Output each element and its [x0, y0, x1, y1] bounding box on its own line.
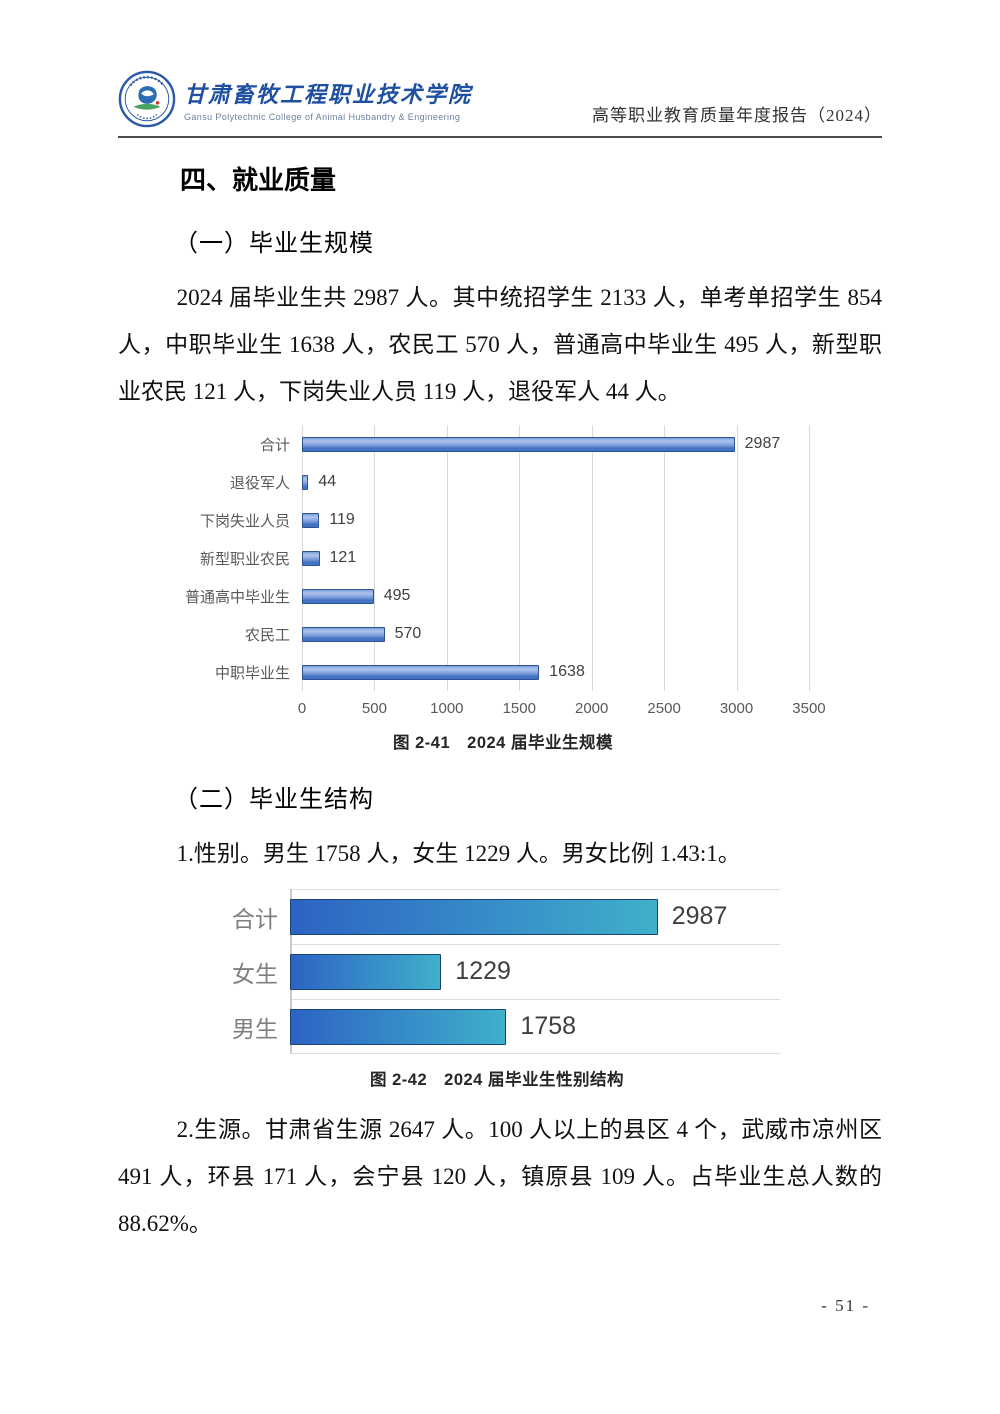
bar-value-label: 1638 [549, 663, 585, 680]
chart-graduate-scale: 合计 2987 退役军人 44 下岗失业人员 119 新型职业农民 121 普通高中毕业生 495… [184, 425, 826, 753]
category-label: 男生 [232, 1016, 278, 1042]
gridline [736, 425, 738, 691]
college-name-block: 甘肃畜牧工程职业技术学院 Gansu Polytechnic College o… [184, 77, 472, 122]
chart-plot-area: 合计 2987 女生 1229 男生 1758 [214, 889, 780, 1054]
bar-track: 121 [302, 539, 822, 577]
subsection-1-title: （一）毕业生规模 [174, 231, 374, 257]
category-label: 退役军人 [229, 474, 290, 492]
category-label: 合计 [259, 436, 290, 454]
bar-value-label: 121 [329, 549, 357, 566]
bar [290, 1008, 507, 1045]
bar-track: 2987 [290, 889, 780, 944]
bar-value-label: 570 [394, 625, 422, 642]
report-title: 高等职业教育质量年度报告（2024） [592, 106, 882, 125]
bar [290, 898, 658, 935]
bar-value-label: 495 [383, 587, 411, 604]
chart-gender-structure: 合计 2987 女生 1229 男生 1758 图 2-42 2024 届毕业生性别结构 [214, 889, 780, 1090]
bar [302, 512, 320, 528]
paragraph-gender: 1.性别。男生 1758 人，女生 1229 人。男女比例 1.43:1。 [176, 841, 741, 866]
chart-row: 合计 2987 [184, 425, 822, 463]
chart-row: 普通高中毕业生 495 [184, 577, 822, 615]
chart-row: 下岗失业人员 119 [184, 501, 822, 539]
paragraph-origin: 2.生源。甘肃省生源 2647 人。100 人以上的县区 4 个，武威市凉州区 … [118, 1117, 882, 1236]
chart-row: 女生 1229 [214, 944, 780, 999]
page-header: 甘肃畜牧工程职业技术学院 Gansu Polytechnic College o… [118, 0, 882, 138]
bar [302, 588, 374, 604]
college-name-en: Gansu Polytechnic College of Animal Husb… [184, 111, 461, 122]
bar-track: 1758 [290, 999, 780, 1054]
college-name-zh: 甘肃畜牧工程职业技术学院 [184, 81, 473, 107]
bar [302, 436, 735, 452]
gridline [591, 425, 593, 691]
bar [302, 550, 320, 566]
bar-value-label: 2987 [671, 902, 728, 930]
chart-plot-area: 合计 2987 退役军人 44 下岗失业人员 119 新型职业农民 121 普通高中毕业生 495… [184, 425, 822, 691]
chart-2-caption: 图 2-42 2024 届毕业生性别结构 [370, 1071, 624, 1089]
gridline [519, 425, 521, 691]
bar-track: 1229 [290, 944, 780, 999]
subsection-2-title: （二）毕业生结构 [174, 787, 374, 813]
category-label: 下岗失业人员 [199, 512, 290, 530]
page-number: - 51 - [821, 1296, 870, 1315]
bar-value-label: 2987 [744, 435, 781, 452]
x-tick-label: 2000 [575, 700, 609, 717]
x-tick-label: 3000 [719, 700, 754, 717]
bar [290, 953, 442, 990]
chart-row: 男生 1758 [214, 999, 780, 1054]
bar-track: 1638 [302, 653, 822, 691]
x-tick-label: 2500 [647, 700, 681, 717]
bar [302, 664, 540, 680]
bar-track: 570 [302, 615, 822, 653]
bar-track: 495 [302, 577, 822, 615]
bar-track: 2987 [302, 425, 822, 463]
bar [302, 626, 385, 642]
chart-row: 新型职业农民 121 [184, 539, 822, 577]
gridline [664, 425, 666, 691]
category-label: 农民工 [244, 626, 290, 644]
chart-1-caption: 图 2-41 2024 届毕业生规模 [393, 734, 613, 752]
gridline [808, 425, 810, 691]
chart-row: 农民工 570 [184, 615, 822, 653]
college-emblem-icon [118, 70, 176, 128]
bar [302, 474, 309, 490]
section-title: 四、就业质量 [180, 165, 337, 195]
category-label: 普通高中毕业生 [184, 588, 290, 606]
bar-value-label: 1229 [455, 957, 511, 985]
chart-row: 合计 2987 [214, 889, 780, 944]
category-label: 中职毕业生 [214, 664, 290, 682]
x-tick-label: 500 [361, 700, 387, 717]
x-tick-label: 0 [297, 700, 307, 717]
category-label: 合计 [232, 906, 278, 932]
chart-row: 退役军人 44 [184, 463, 822, 501]
bar-value-label: 119 [329, 511, 355, 528]
x-tick-label: 3500 [792, 700, 826, 717]
chart-row: 中职毕业生 1638 [184, 653, 822, 691]
bar-value-label: 44 [318, 473, 337, 490]
gridline [446, 425, 448, 691]
bar-value-label: 1758 [520, 1012, 577, 1040]
gridline [374, 425, 376, 691]
bar-track: 44 [302, 463, 822, 501]
bar-track: 119 [302, 501, 822, 539]
x-tick-label: 1000 [430, 700, 464, 717]
x-tick-label: 1500 [502, 700, 536, 717]
paragraph-graduate-scale: 2024 届毕业生共 2987 人。其中统招学生 2133 人，单考单招学生 8… [118, 285, 882, 404]
category-label: 新型职业农民 [199, 550, 290, 568]
college-brand: 甘肃畜牧工程职业技术学院 Gansu Polytechnic College o… [118, 70, 472, 128]
category-label: 女生 [232, 961, 278, 987]
chart-x-axis: 0 500 1000 1500 2000 2500 3000 3500 [298, 691, 826, 723]
